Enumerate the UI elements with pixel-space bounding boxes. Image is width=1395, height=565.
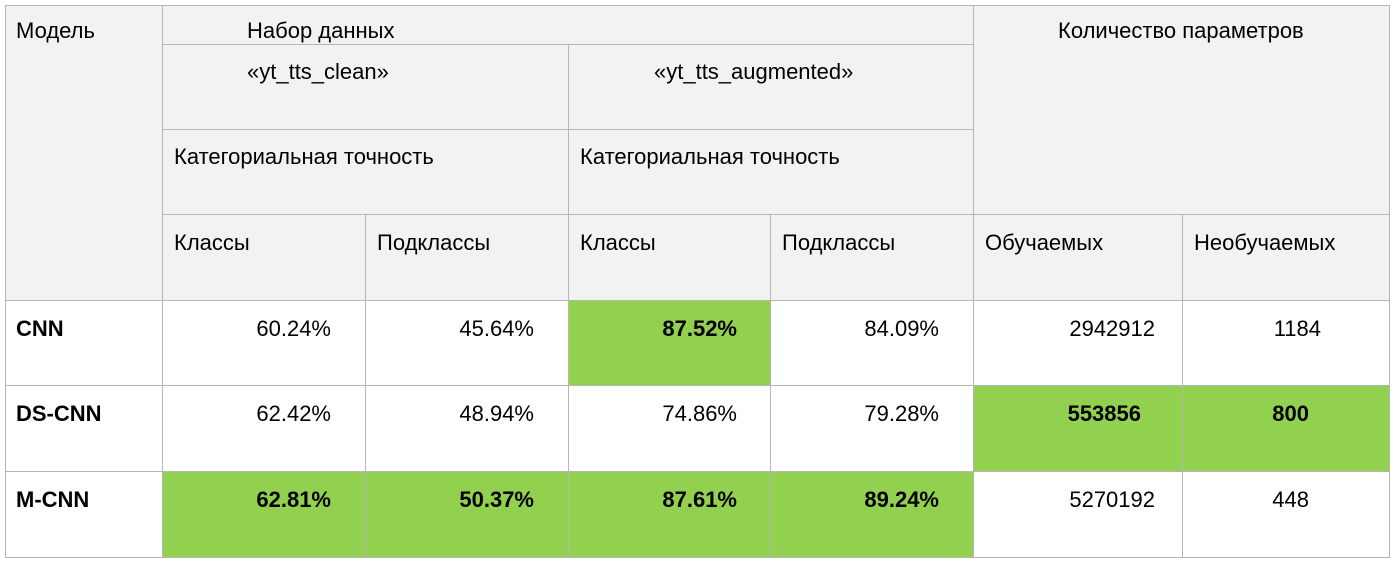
header-subclasses-augmented: Подклассы [782,230,896,255]
highlight-dscnn-nontrainable [1182,385,1390,471]
grid-line [5,5,6,558]
grid-line [5,5,1390,6]
table-cell: 45.64% [459,316,534,341]
table-cell: 448 [1272,487,1309,512]
table-cell: 89.24% [864,487,939,512]
grid-line [5,300,1390,301]
table-cell: 48.94% [459,401,534,426]
header-nontrainable: Необучаемых [1194,230,1336,255]
row-model-name: M-CNN [16,487,90,512]
table-cell: 84.09% [864,316,939,341]
highlight-mcnn-clean-subclasses [365,471,568,557]
row-model-name: CNN [16,316,64,341]
table-cell: 62.42% [256,401,331,426]
grid-line [162,44,973,45]
highlight-cnn-aug-classes [568,300,770,385]
table-cell: 60.24% [256,316,331,341]
header-metric-augmented: Категориальная точность [580,144,840,169]
header-metric-clean: Категориальная точность [174,144,434,169]
highlight-mcnn-clean-classes [162,471,365,557]
header-dataset-augmented: «yt_tts_augmented» [654,59,854,84]
grid-line [1389,5,1390,558]
grid-line [365,214,366,558]
grid-line [568,44,569,558]
table-cell: 62.81% [256,487,331,512]
grid-line [162,5,163,558]
header-dataset: Набор данных [247,18,395,43]
header-classes-augmented: Классы [580,230,656,255]
table-cell: 5270192 [1069,487,1155,512]
grid-line [162,214,1390,215]
header-model: Модель [16,18,95,43]
header-trainable: Обучаемых [985,230,1104,255]
highlight-mcnn-aug-classes [568,471,770,557]
table-cell: 800 [1272,401,1309,426]
grid-line [1182,214,1183,558]
row-model-name: DS-CNN [16,401,102,426]
table-cell: 87.61% [662,487,737,512]
grid-line [5,385,1390,386]
header-subclasses-clean: Подклассы [377,230,491,255]
header-params: Количество параметров [1058,18,1304,43]
header-dataset-clean: «yt_tts_clean» [247,59,389,84]
table-cell: 50.37% [459,487,534,512]
header-classes-clean: Классы [174,230,250,255]
table-cell: 87.52% [662,316,737,341]
highlight-dscnn-trainable [973,385,1182,471]
table-cell: 79.28% [864,401,939,426]
header-background [5,5,1390,300]
table-cell: 74.86% [662,401,737,426]
highlight-mcnn-aug-subclasses [770,471,973,557]
grid-line [973,5,974,558]
grid-line [162,129,973,130]
grid-line [5,557,1390,558]
grid-line [5,471,1390,472]
table-cell: 1184 [1273,316,1321,341]
table-cell: 2942912 [1069,316,1155,341]
table-cell: 553856 [1067,401,1141,426]
grid-line [770,214,771,558]
